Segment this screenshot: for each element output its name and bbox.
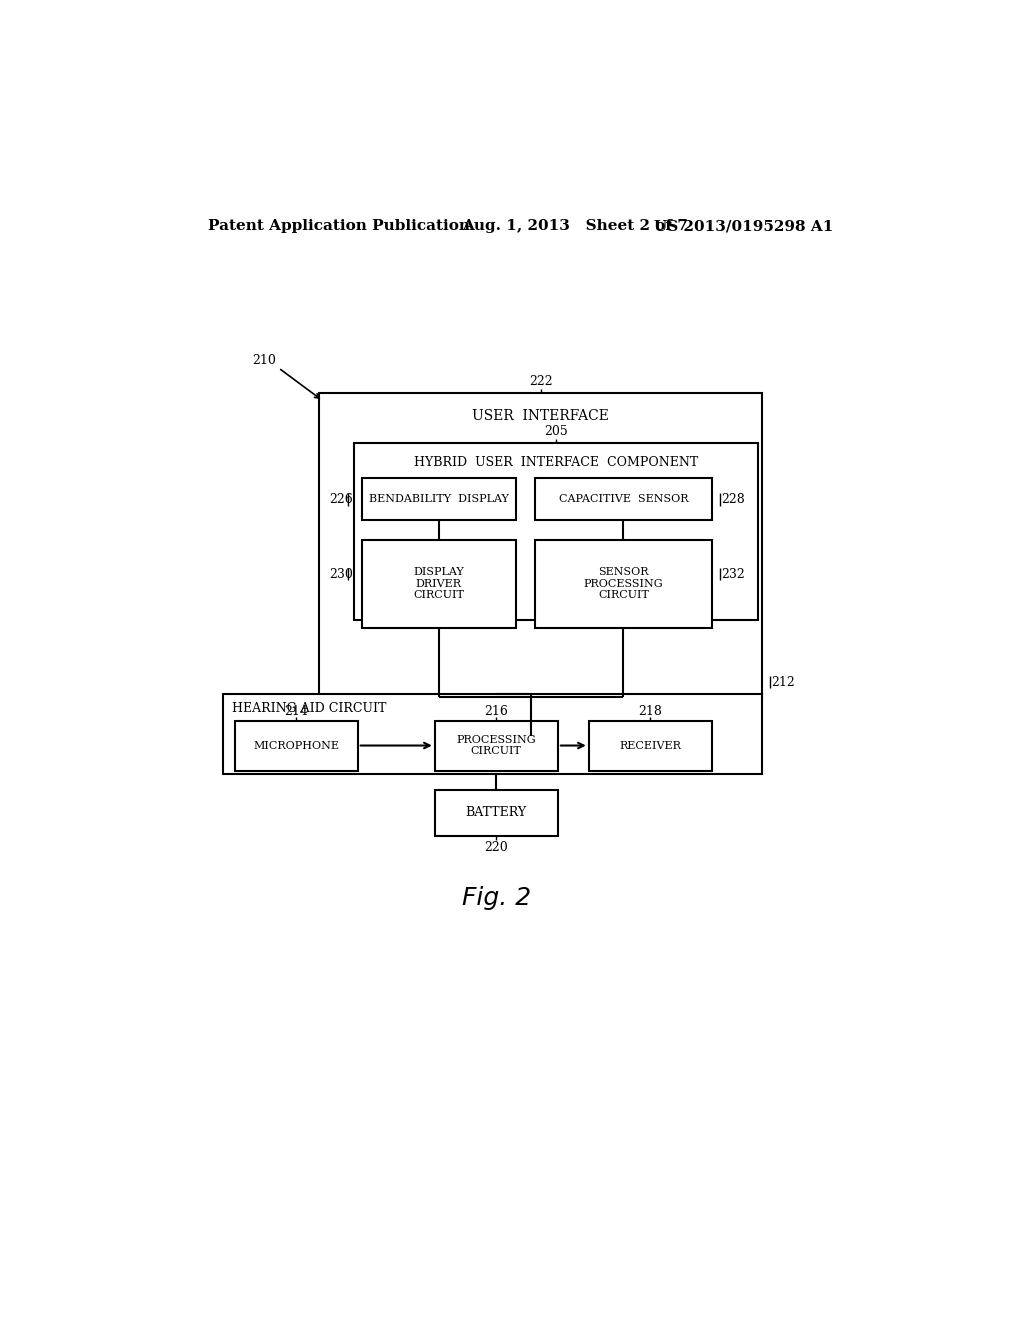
Text: Fig. 2: Fig. 2 bbox=[462, 886, 530, 909]
Text: 210: 210 bbox=[252, 354, 276, 367]
Text: HEARING AID CIRCUIT: HEARING AID CIRCUIT bbox=[232, 702, 387, 715]
Bar bbox=[361, 540, 515, 628]
Bar bbox=[589, 721, 712, 771]
Text: 226: 226 bbox=[330, 492, 353, 506]
Text: PROCESSING
CIRCUIT: PROCESSING CIRCUIT bbox=[457, 735, 537, 756]
Text: BENDABILITY  DISPLAY: BENDABILITY DISPLAY bbox=[369, 494, 509, 504]
Text: 232: 232 bbox=[721, 568, 744, 581]
Text: DISPLAY
DRIVER
CIRCUIT: DISPLAY DRIVER CIRCUIT bbox=[413, 568, 464, 601]
Text: 222: 222 bbox=[528, 375, 552, 388]
Text: MICROPHONE: MICROPHONE bbox=[253, 741, 339, 751]
Bar bbox=[234, 721, 357, 771]
Bar bbox=[535, 478, 712, 520]
Text: RECEIVER: RECEIVER bbox=[620, 741, 681, 751]
Text: 212: 212 bbox=[771, 676, 795, 689]
Bar bbox=[354, 444, 758, 620]
Bar bbox=[535, 540, 712, 628]
Text: Aug. 1, 2013   Sheet 2 of 7: Aug. 1, 2013 Sheet 2 of 7 bbox=[462, 219, 687, 234]
Text: 205: 205 bbox=[544, 425, 568, 438]
Bar bbox=[435, 721, 558, 771]
Bar bbox=[361, 478, 515, 520]
Bar bbox=[319, 393, 762, 697]
Text: SENSOR
PROCESSING
CIRCUIT: SENSOR PROCESSING CIRCUIT bbox=[584, 568, 664, 601]
Text: Patent Application Publication: Patent Application Publication bbox=[208, 219, 470, 234]
Text: BATTERY: BATTERY bbox=[466, 807, 527, 820]
Bar bbox=[223, 693, 762, 775]
Text: USER  INTERFACE: USER INTERFACE bbox=[472, 409, 609, 424]
Text: CAPACITIVE  SENSOR: CAPACITIVE SENSOR bbox=[559, 494, 688, 504]
Bar bbox=[435, 789, 558, 836]
Text: HYBRID  USER  INTERFACE  COMPONENT: HYBRID USER INTERFACE COMPONENT bbox=[414, 455, 698, 469]
Text: 216: 216 bbox=[484, 705, 508, 718]
Text: 220: 220 bbox=[484, 841, 508, 854]
Text: US 2013/0195298 A1: US 2013/0195298 A1 bbox=[654, 219, 834, 234]
Text: 218: 218 bbox=[638, 705, 663, 718]
Text: 214: 214 bbox=[285, 705, 308, 718]
Text: 228: 228 bbox=[721, 492, 744, 506]
Text: 230: 230 bbox=[330, 568, 353, 581]
